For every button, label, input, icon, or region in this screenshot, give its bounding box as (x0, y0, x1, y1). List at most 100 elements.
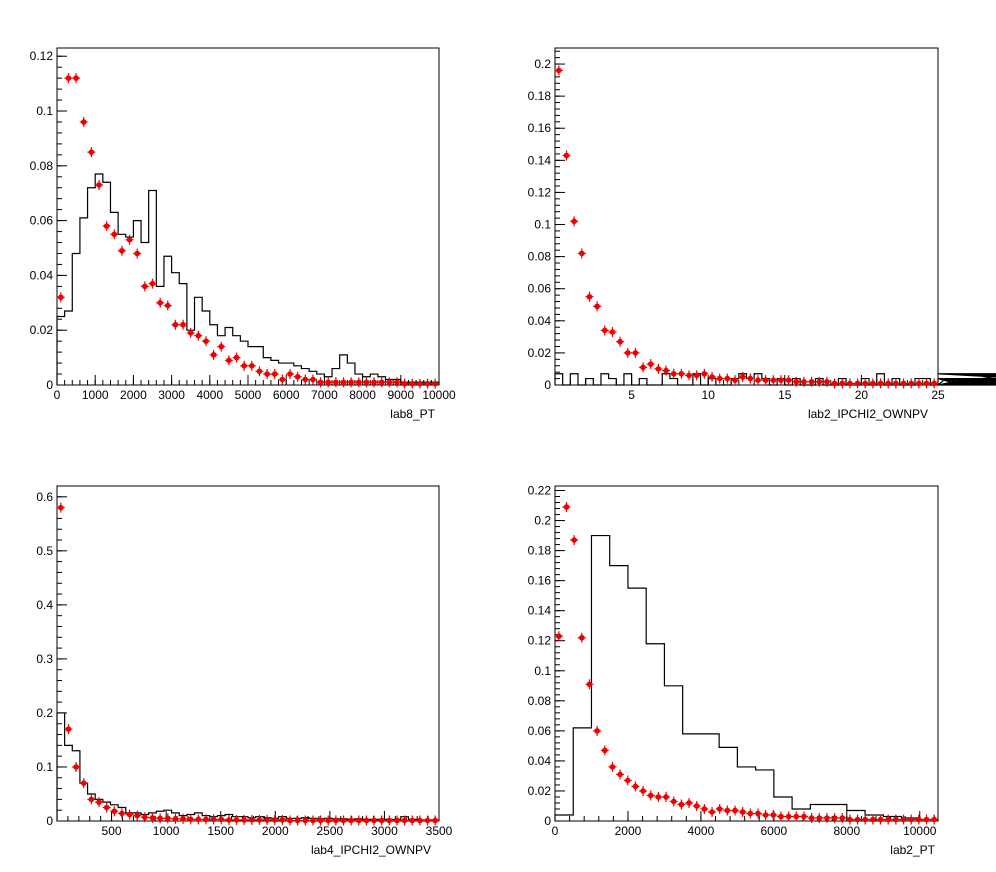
data-point (362, 815, 371, 826)
data-point (255, 366, 264, 377)
y-tick-label: 0.16 (528, 574, 552, 588)
data-point (708, 806, 717, 817)
y-tick-label: 0.04 (528, 754, 552, 768)
data-point (217, 341, 226, 352)
data-point (339, 815, 348, 826)
data-point (117, 245, 126, 256)
histogram-step-line (554, 534, 939, 821)
data-point (194, 814, 203, 825)
data-point (163, 300, 172, 311)
data-point (899, 814, 908, 825)
x-tick-label: 6000 (761, 824, 788, 838)
data-point (769, 809, 778, 820)
y-tick-label: 0.4 (36, 598, 53, 612)
chart-panel-1: 0 1000 2000 3000 4000 5000 6000 7000 8000 9000 100… (30, 47, 456, 421)
data-point (646, 359, 655, 370)
x-tick-label: 10000 (903, 824, 937, 838)
x-tick-label: 2000 (615, 824, 642, 838)
plot-frame (56, 485, 440, 822)
data-point (731, 375, 740, 386)
data-point (914, 378, 923, 389)
histogram-step-line (554, 373, 996, 386)
data-point (891, 814, 900, 825)
y-tick-label: 0 (46, 814, 53, 828)
data-point (631, 781, 640, 792)
data-point (792, 811, 801, 822)
x-tick-label: 4000 (688, 824, 715, 838)
data-point (876, 378, 885, 389)
data-point (600, 325, 609, 336)
y-tick-label: 0.1 (534, 664, 551, 678)
data-point (692, 370, 701, 381)
data-point (776, 811, 785, 822)
data-point (761, 375, 770, 386)
data-point (868, 814, 877, 825)
data-point (240, 360, 249, 371)
data-point (331, 815, 340, 826)
data-point (799, 376, 808, 387)
y-tick-label: 0.1 (36, 760, 53, 774)
data-point (616, 336, 625, 347)
x-tick-label: 4000 (196, 388, 223, 402)
y-tick-label: 0.3 (36, 652, 53, 666)
data-point (316, 377, 325, 388)
data-point (838, 812, 847, 823)
y-tick-label: 0.16 (528, 121, 552, 135)
y-tick-label: 0.12 (30, 49, 54, 63)
data-point (654, 363, 663, 374)
y-tick-label: 0.1 (36, 104, 53, 118)
data-point (339, 377, 348, 388)
y-tick-label: 0.12 (528, 185, 552, 199)
data-point (562, 150, 571, 161)
data-point (286, 369, 295, 380)
data-point (79, 116, 88, 127)
data-point (830, 378, 839, 389)
data-point (278, 814, 287, 825)
histogram-step-line (56, 712, 440, 821)
data-point (799, 811, 808, 822)
x-tick-label: 2000 (262, 824, 289, 838)
data-point (914, 814, 923, 825)
data-point (807, 812, 816, 823)
data-point (217, 814, 226, 825)
data-point (255, 814, 264, 825)
y-tick-label: 0.2 (534, 57, 551, 71)
data-point (354, 815, 363, 826)
data-point (324, 815, 333, 826)
data-point (930, 378, 939, 389)
y-tick-label: 0.06 (528, 724, 552, 738)
x-tick-label: 2500 (317, 824, 344, 838)
x-tick-label: 5 (628, 388, 635, 402)
x-tick-label: 8000 (349, 388, 376, 402)
data-point (907, 378, 916, 389)
data-point (263, 814, 272, 825)
data-point (324, 377, 333, 388)
data-point (179, 813, 188, 824)
data-point (715, 803, 724, 814)
data-point (301, 374, 310, 385)
x-tick-label: 15 (778, 388, 792, 402)
data-point (56, 502, 65, 513)
x-tick-label: 10000 (422, 388, 456, 402)
data-point (286, 815, 295, 826)
data-point (845, 378, 854, 389)
data-point (362, 377, 371, 388)
x-tick-label: 1000 (153, 824, 180, 838)
data-point (738, 806, 747, 817)
data-point (807, 376, 816, 387)
data-point (700, 368, 709, 379)
data-point (133, 810, 142, 821)
data-point (570, 216, 579, 227)
data-point (853, 378, 862, 389)
data-point (186, 327, 195, 338)
data-point (102, 221, 111, 232)
x-tick-label: 9000 (387, 388, 414, 402)
data-point (845, 814, 854, 825)
data-point (117, 808, 126, 819)
x-axis-label: lab8_PT (390, 407, 435, 421)
data-point (776, 375, 785, 386)
y-tick-label: 0.18 (528, 89, 552, 103)
data-point (224, 814, 233, 825)
data-point (784, 375, 793, 386)
data-point (608, 761, 617, 772)
